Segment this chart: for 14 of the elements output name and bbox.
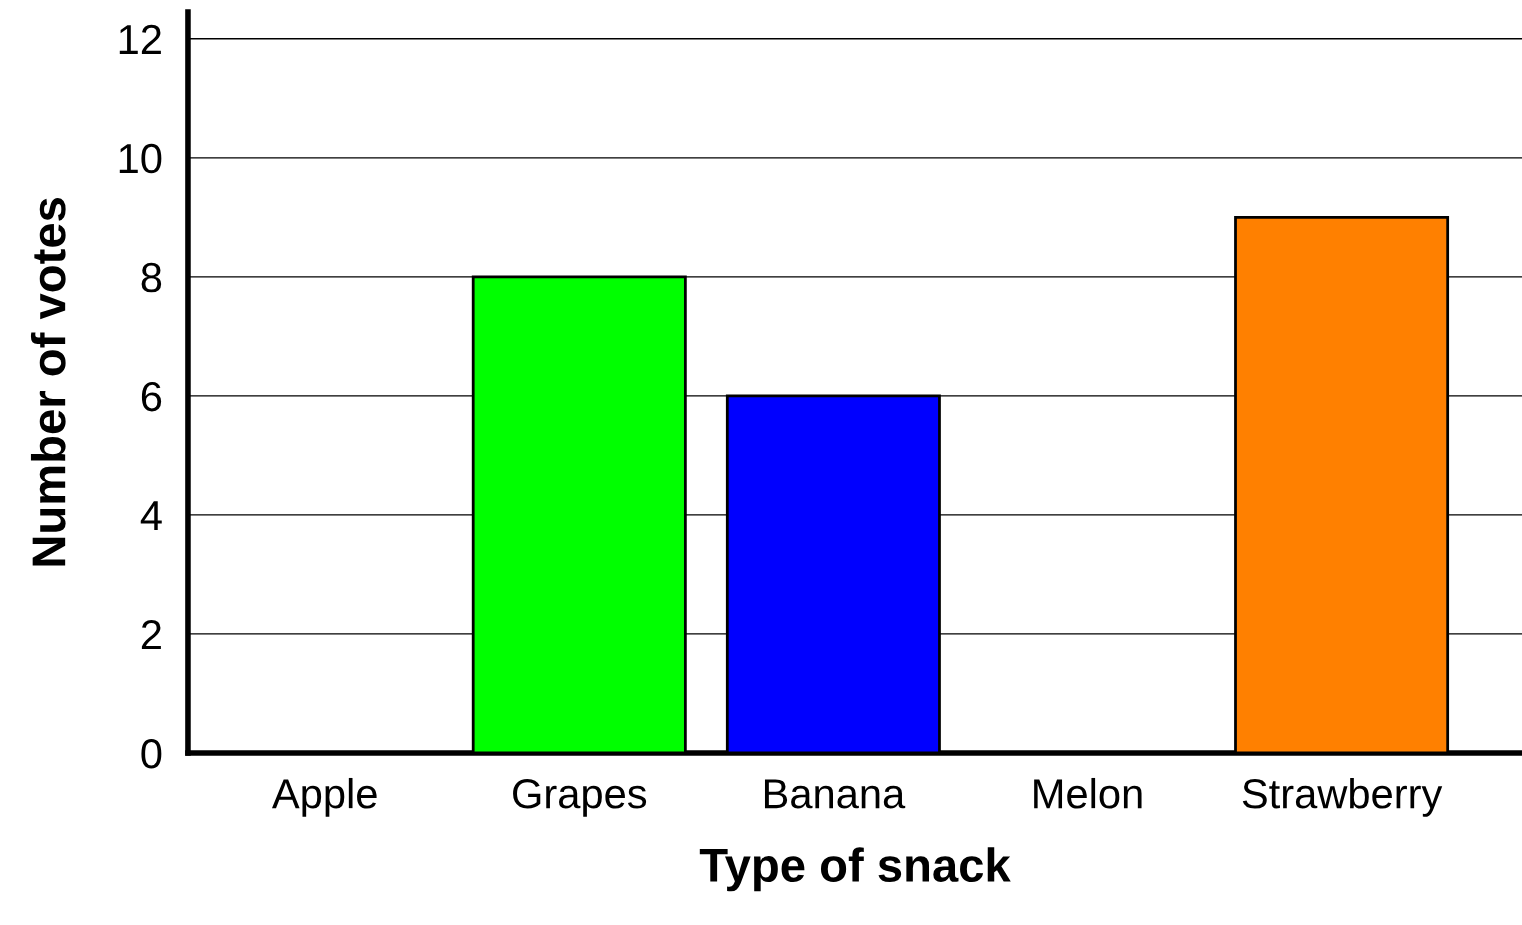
x-tick-label: Apple [271, 777, 377, 817]
y-tick-label: 2 [141, 619, 161, 650]
y-tick-label: 8 [141, 262, 162, 293]
y-axis-title: Number of votes [30, 198, 66, 566]
x-tick-label: Melon [1034, 777, 1142, 809]
x-axis-title: Type of snack [699, 847, 1011, 892]
y-tick-label: 0 [141, 738, 162, 769]
x-tick-label: Grapes [513, 779, 647, 817]
y-tick-label: 10 [119, 143, 162, 174]
x-tick-label: Banana [764, 779, 906, 809]
y-tick-label: 6 [141, 381, 162, 412]
x-tick-label: Strawberry [1242, 777, 1443, 817]
y-tick-label: 12 [119, 24, 161, 54]
y-tick-label: 4 [140, 501, 162, 530]
